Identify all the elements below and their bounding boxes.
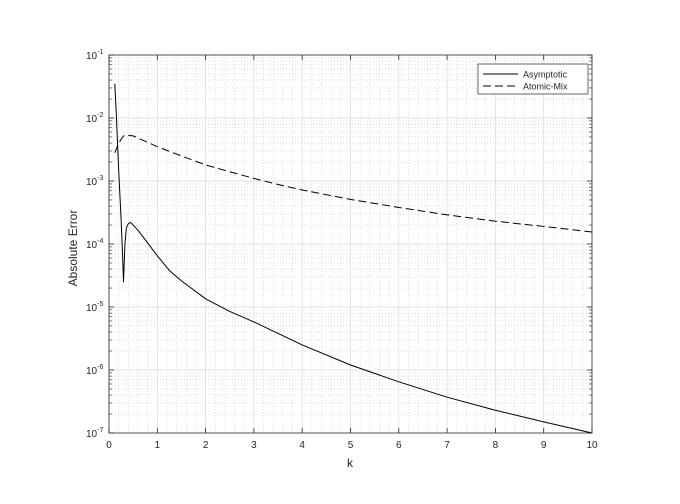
y-tick-label: 10-2 (86, 112, 103, 125)
legend-box (477, 63, 589, 95)
y-tick-label: 10-5 (86, 301, 103, 314)
y-tick-labels: 10-7 10-6 10-5 10-4 10-3 10-2 10-1 (86, 49, 103, 440)
x-tick-label: 5 (348, 440, 354, 451)
series-line-asymptotic (114, 83, 593, 434)
x-axis-label: k (347, 456, 354, 470)
x-tick-label: 10 (586, 440, 598, 451)
x-tick-label: 2 (203, 440, 209, 451)
legend: Asymptotic Atomic-Mix (477, 63, 589, 95)
x-tick-labels: 0 1 2 3 4 5 6 7 8 9 10 (106, 440, 598, 451)
y-tick-label: 10-1 (86, 49, 103, 62)
x-tick-label: 4 (299, 440, 305, 451)
x-tick-label: 0 (106, 440, 112, 451)
x-tick-label: 6 (396, 440, 402, 451)
legend-label: Atomic-Mix (523, 82, 568, 92)
x-tick-label: 3 (251, 440, 257, 451)
tick-marks (108, 54, 593, 434)
x-tick-label: 1 (155, 440, 161, 451)
x-tick-label: 8 (493, 440, 499, 451)
x-tick-label: 9 (541, 440, 547, 451)
legend-label: Asymptotic (523, 70, 568, 80)
plot-area (108, 54, 593, 434)
y-tick-label: 10-4 (86, 238, 103, 251)
series-layer (114, 83, 593, 434)
y-tick-label: 10-6 (86, 364, 103, 377)
series-line-atomic-mix (114, 134, 593, 233)
y-tick-label: 10-3 (86, 175, 103, 188)
x-tick-label: 7 (444, 440, 450, 451)
y-axis-label: Absolute Error (66, 210, 80, 287)
y-tick-label: 10-7 (86, 427, 103, 440)
